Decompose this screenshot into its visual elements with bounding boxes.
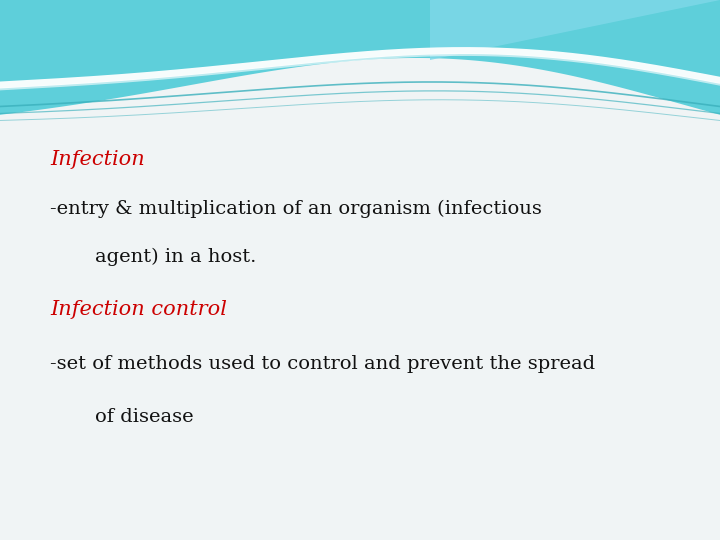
Text: Infection: Infection — [50, 150, 145, 169]
Text: agent) in a host.: agent) in a host. — [95, 248, 256, 266]
Polygon shape — [430, 0, 720, 60]
Text: -set of methods used to control and prevent the spread: -set of methods used to control and prev… — [50, 355, 595, 373]
Polygon shape — [0, 0, 720, 115]
Text: -entry & multiplication of an organism (infectious: -entry & multiplication of an organism (… — [50, 200, 542, 218]
Text: Infection control: Infection control — [50, 300, 227, 319]
Text: of disease: of disease — [95, 408, 194, 426]
